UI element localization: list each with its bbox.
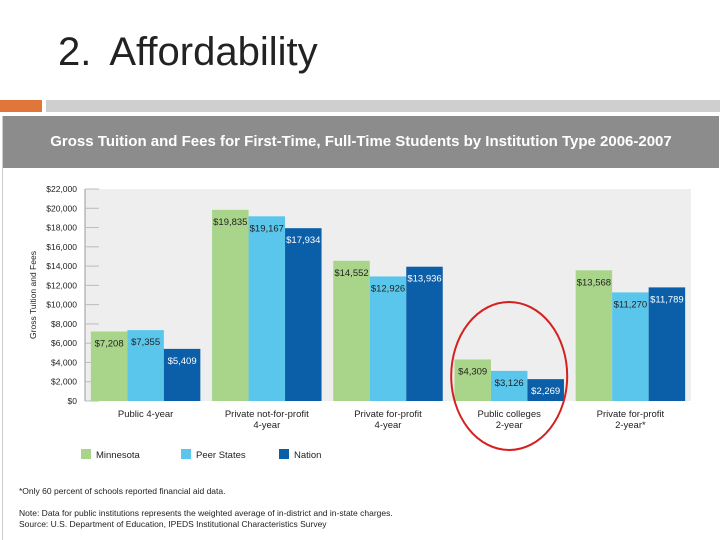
slide-title-text: Affordability xyxy=(109,30,318,74)
bar xyxy=(212,209,249,401)
chart-frame: Gross Tuition and Fees for First-Time, F… xyxy=(2,116,719,540)
y-tick-label: $4,000 xyxy=(51,357,77,367)
bar-data-label: $11,270 xyxy=(614,299,648,310)
y-tick-label: $0 xyxy=(68,396,78,406)
bar-data-label: $5,409 xyxy=(168,356,197,367)
legend-swatch xyxy=(81,449,91,459)
bar xyxy=(454,359,491,401)
bar xyxy=(248,216,286,401)
bar xyxy=(90,331,128,401)
bar xyxy=(575,270,613,401)
y-tick-label: $14,000 xyxy=(46,261,77,271)
category-label: Private for-profit xyxy=(597,409,665,420)
y-axis-title: Gross Tuition and Fees xyxy=(28,251,38,339)
y-tick-label: $16,000 xyxy=(46,242,77,252)
category-label: 4-year xyxy=(375,420,402,431)
category-label: Public colleges xyxy=(478,409,542,420)
bar xyxy=(612,292,649,401)
bar-data-label: $19,167 xyxy=(250,223,284,234)
legend-swatch xyxy=(279,449,289,459)
y-tick-label: $12,000 xyxy=(46,280,77,290)
y-tick-label: $22,000 xyxy=(46,184,77,194)
bar-data-label: $19,835 xyxy=(213,217,247,228)
bar-data-label: $2,269 xyxy=(531,386,560,397)
accent-bar-orange xyxy=(0,100,42,112)
y-tick-label: $8,000 xyxy=(51,319,77,329)
bar xyxy=(333,260,370,401)
legend-label: Peer States xyxy=(196,450,246,461)
footnote-source: Source: U.S. Department of Education, IP… xyxy=(19,519,327,529)
bar-data-label: $3,126 xyxy=(495,378,524,389)
legend-label: Minnesota xyxy=(96,450,141,461)
bar-data-label: $12,926 xyxy=(371,283,405,294)
bar xyxy=(527,379,564,401)
bar xyxy=(285,228,322,401)
bar xyxy=(648,287,686,401)
chart-title: Gross Tuition and Fees for First-Time, F… xyxy=(50,133,672,150)
highlight-circle xyxy=(450,301,569,451)
category-label: Private not-for-profit xyxy=(225,409,309,420)
legend-swatch xyxy=(181,449,191,459)
category-label: Private for-profit xyxy=(354,409,422,420)
bar-data-label: $11,789 xyxy=(650,294,684,305)
bar-data-label: $13,936 xyxy=(407,274,441,285)
bar-data-label: $17,934 xyxy=(286,235,320,246)
bar-data-label: $13,568 xyxy=(577,277,611,288)
bar-data-label: $7,355 xyxy=(131,337,160,348)
bar-data-label: $14,552 xyxy=(334,268,368,279)
footnote-asterisk: *Only 60 percent of schools reported fin… xyxy=(19,486,226,496)
legend-label: Nation xyxy=(294,450,321,461)
category-label: 2-year* xyxy=(615,420,646,431)
bar xyxy=(369,276,407,401)
bar-data-label: $4,309 xyxy=(458,366,487,377)
bar xyxy=(490,370,528,401)
chart-header xyxy=(3,116,719,168)
accent-bar-gray xyxy=(46,100,720,112)
y-tick-label: $18,000 xyxy=(46,223,77,233)
bar-chart: $0 $2,000 $4,000 $6,000 $8,000 $10,000 $12,000… xyxy=(28,184,691,461)
category-label: 2-year xyxy=(496,420,523,431)
y-tick-label: $20,000 xyxy=(46,203,77,213)
category-label: 4-year xyxy=(253,420,280,431)
category-label: Public 4-year xyxy=(118,409,173,420)
bar-data-label: $7,208 xyxy=(95,339,124,350)
y-tick-label: $2,000 xyxy=(51,377,77,387)
slide-title: 2. Affordability xyxy=(58,30,318,75)
slide-number: 2. xyxy=(58,30,92,74)
bar xyxy=(127,330,164,401)
bar xyxy=(163,348,201,401)
y-tick-label: $10,000 xyxy=(46,300,77,310)
footnote-note: Note: Data for public institutions repre… xyxy=(19,508,393,518)
bar xyxy=(406,266,443,401)
y-tick-label: $6,000 xyxy=(51,338,77,348)
